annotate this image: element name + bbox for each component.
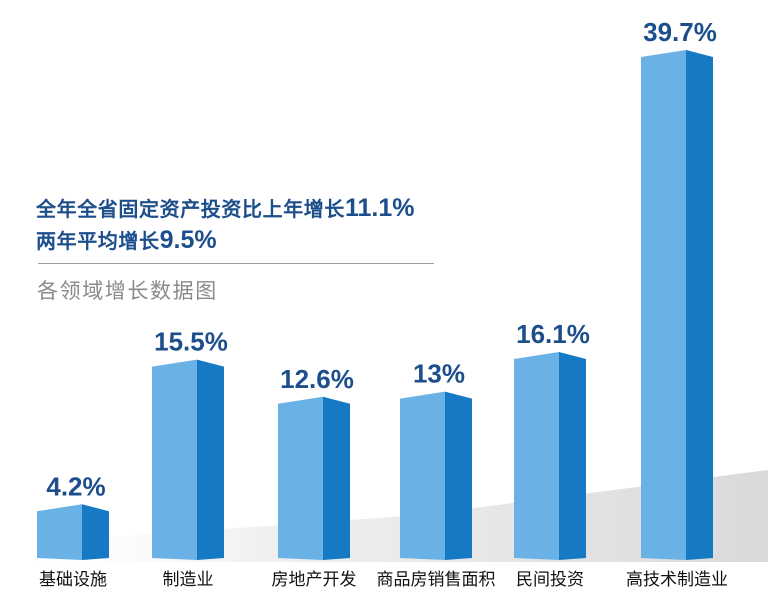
headline-line-2: 两年平均增长9.5% [36, 224, 415, 256]
bar-front-face [514, 351, 559, 560]
category-label: 商品房销售面积 [377, 570, 496, 590]
chart-title: 各领域增长数据图 [37, 279, 218, 303]
bar-front-face [278, 396, 323, 560]
bar-side-face [686, 50, 713, 560]
bar-side-face [445, 391, 472, 560]
value-labels-group: 4.2% 15.5% 12.6% 13% 16.1% 39.7% [46, 17, 717, 501]
value-label: 16.1% [516, 319, 590, 349]
headline-value-2: 9.5% [159, 226, 217, 254]
bar-front-face [37, 504, 82, 560]
bar-side-face [82, 504, 109, 560]
category-label: 高技术制造业 [626, 570, 728, 590]
bar [514, 351, 586, 560]
bar-side-face [197, 359, 224, 560]
bar-front-face [152, 359, 197, 560]
category-label: 基础设施 [39, 570, 107, 590]
bars-group [37, 50, 713, 560]
value-label: 12.6% [280, 364, 354, 394]
value-label: 13% [413, 359, 465, 389]
headline-text-2: 两年平均增长 [36, 229, 160, 253]
category-label: 民间投资 [516, 570, 584, 590]
headline-text-1: 全年全省固定资产投资比上年增长 [36, 197, 345, 221]
category-labels-group: 基础设施 制造业 房地产开发 商品房销售面积 民间投资 高技术制造业 [39, 570, 728, 590]
bar-side-face [559, 351, 586, 560]
bar [152, 359, 224, 560]
headline-line-1: 全年全省固定资产投资比上年增长11.1% [36, 192, 415, 224]
bar [400, 391, 472, 560]
bar-front-face [641, 50, 686, 560]
headline: 全年全省固定资产投资比上年增长11.1% 两年平均增长9.5% [36, 192, 415, 256]
bar [641, 50, 713, 560]
bar-front-face [400, 391, 445, 560]
bar [278, 396, 350, 560]
category-label: 房地产开发 [272, 570, 357, 590]
category-label: 制造业 [163, 570, 214, 590]
value-label: 4.2% [46, 471, 105, 501]
bar [37, 504, 109, 560]
value-label: 15.5% [154, 327, 228, 357]
bar-side-face [323, 396, 350, 560]
value-label: 39.7% [643, 17, 717, 47]
headline-value-1: 11.1% [345, 194, 415, 222]
divider [38, 263, 434, 264]
